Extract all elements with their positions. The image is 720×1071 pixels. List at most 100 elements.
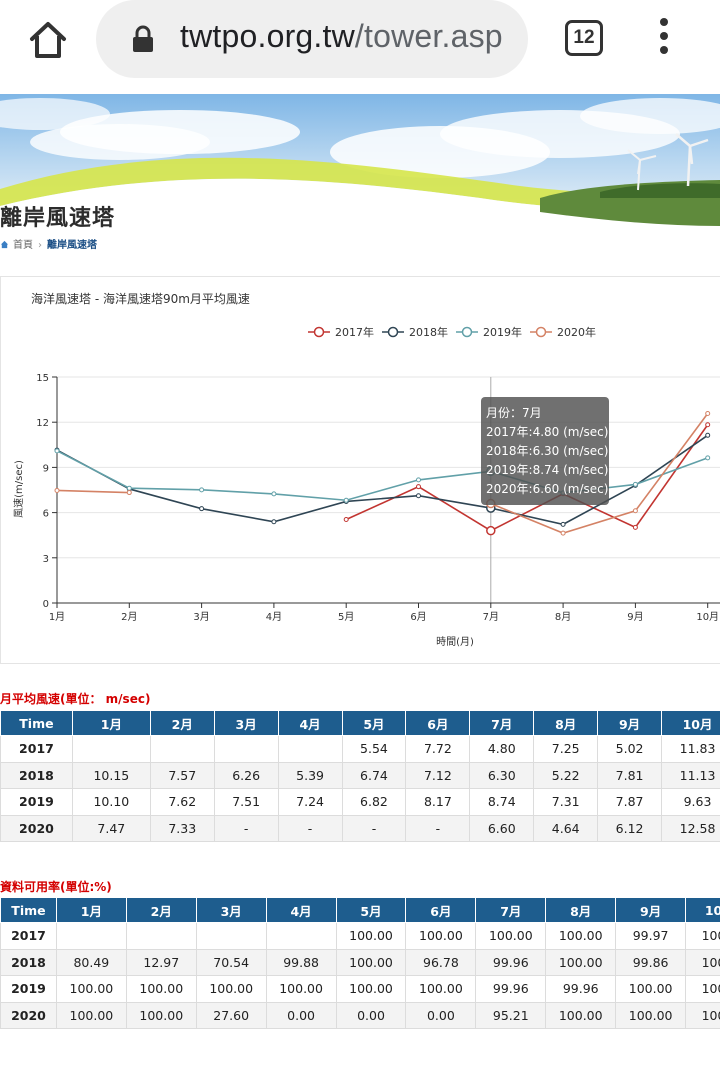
- wind-table-title: 月平均風速(單位： m/sec): [0, 692, 151, 706]
- browser-toolbar: twtpo.org.tw/tower.asp 12: [0, 0, 720, 94]
- availability-table-value-cell: 12.97: [125, 948, 197, 976]
- availability-table-value-cell: 96.78: [405, 948, 477, 976]
- series-line: [490, 412, 709, 534]
- tooltip-header: 月份：7月: [486, 406, 542, 420]
- availability-table-value-cell: [125, 922, 197, 950]
- breadcrumb-home-link[interactable]: 首頁: [13, 240, 33, 251]
- tooltip-line: 2019年:8.74 (m/sec): [486, 463, 608, 477]
- x-tick-label: 10月: [696, 611, 719, 623]
- wind-table-header-cell: 6月: [405, 710, 471, 736]
- availability-table-value-cell: [265, 922, 337, 950]
- availability-table-value-cell: 100.00: [335, 922, 407, 950]
- availability-table-value-cell: 70.54: [195, 948, 267, 976]
- wind-table-value-cell: 7.72: [405, 735, 471, 763]
- legend-marker: [461, 326, 473, 338]
- wind-table-header-cell: 10月: [661, 710, 720, 736]
- x-tick-label: 8月: [555, 611, 571, 623]
- y-axis-label: 風速(m/sec): [13, 460, 25, 518]
- legend-label: 2018年: [409, 325, 448, 339]
- availability-table-header-cell: 8月: [545, 897, 617, 923]
- tooltip-line: 2020年:6.60 (m/sec): [486, 482, 608, 496]
- chart-series[interactable]: [54, 410, 711, 536]
- banner-landscape: [0, 98, 720, 256]
- wind-table-value-cell: 6.60: [469, 814, 535, 842]
- series-line: [56, 434, 709, 526]
- wind-table-value-cell: 7.57: [149, 761, 215, 789]
- availability-table-header-cell: 10: [685, 897, 720, 923]
- tab-switcher-button[interactable]: 12: [565, 20, 603, 56]
- availability-table-value-cell: 100.00: [335, 975, 407, 1003]
- availability-table-value-cell: 100.00: [265, 975, 337, 1003]
- availability-table-value-cell: 100.00: [615, 1001, 687, 1029]
- wind-table-year-cell: 2020: [0, 814, 73, 842]
- chart-axes: 0 3 6 9 12 15 1月 2月 3月 4月 5月 6月 7月 8月 9月 10月: [36, 373, 720, 623]
- availability-table-header-cell: 1月: [55, 897, 127, 923]
- availability-table-value-cell: 100: [685, 948, 720, 976]
- availability-table-value-cell: 100.00: [405, 975, 477, 1003]
- y-tick-label: 6: [43, 509, 49, 520]
- tooltip-box: [481, 397, 609, 505]
- wind-table-value-cell: 9.63: [661, 788, 720, 816]
- wind-table-value-cell: [149, 735, 215, 763]
- availability-table-value-cell: 99.96: [545, 975, 617, 1003]
- data-point: [705, 422, 711, 428]
- availability-table-header-cell: 3月: [195, 897, 267, 923]
- wind-table-value-cell: -: [405, 814, 471, 842]
- wind-table-value-cell: 8.17: [405, 788, 471, 816]
- availability-table-value-cell: 100.00: [615, 975, 687, 1003]
- data-point: [416, 484, 421, 490]
- wind-table-year-cell: 2018: [0, 761, 73, 789]
- page-title: 離岸風速塔: [0, 206, 116, 231]
- x-tick-label: 9月: [627, 611, 643, 623]
- wind-table-header-cell: 4月: [277, 710, 343, 736]
- wind-table-value-cell: 5.22: [533, 761, 599, 789]
- data-point: [632, 481, 638, 487]
- wind-table-value-cell: 7.81: [597, 761, 663, 789]
- availability-table-value-cell: 100: [685, 922, 720, 950]
- data-point: [705, 410, 711, 416]
- series-line: [56, 489, 130, 494]
- series-line: [345, 424, 709, 532]
- availability-table-value-cell: 100: [685, 975, 720, 1003]
- address-bar[interactable]: [96, 0, 528, 78]
- chart-legend[interactable]: 2017年 2018年 2019年 2020年: [308, 325, 596, 339]
- availability-table-value-cell: [195, 922, 267, 950]
- availability-table-value-cell: 100.00: [125, 1001, 197, 1029]
- wind-table-value-cell: 6.30: [469, 761, 535, 789]
- availability-table-row: 2019 100.00 100.00 100.00 100.00 100.00 100.00…: [0, 975, 720, 1003]
- wind-table-header-cell: 1月: [71, 710, 151, 736]
- y-tick-label: 12: [36, 418, 49, 429]
- y-tick-label: 0: [43, 599, 49, 610]
- availability-table-value-cell: 100.00: [545, 1001, 617, 1029]
- wind-table-row: 2018 10.15 7.57 6.26 5.39 6.74 7.12 6.30 5.22 7.8…: [0, 761, 720, 789]
- availability-table-value-cell: 100.00: [195, 975, 267, 1003]
- availability-table-value-cell: 99.96: [475, 948, 547, 976]
- wind-table-value-cell: 7.25: [533, 735, 599, 763]
- wind-table-value-cell: 10.15: [71, 761, 151, 789]
- data-point: [416, 493, 421, 499]
- tab-count: 12: [573, 27, 595, 48]
- wind-table-value-cell: 11.83: [661, 735, 720, 763]
- url-text[interactable]: twtpo.org.tw/tower.asp: [180, 18, 512, 55]
- data-point: [560, 521, 566, 527]
- breadcrumb-home-icon[interactable]: [0, 240, 9, 249]
- availability-table-value-cell: 100.00: [125, 975, 197, 1003]
- availability-table-header-cell: Time: [0, 897, 57, 923]
- more-menu-icon[interactable]: [654, 18, 674, 60]
- availability-table-year-cell: 2019: [0, 975, 57, 1003]
- wind-table-year-cell: 2017: [0, 735, 73, 763]
- availability-table-value-cell: 99.86: [615, 948, 687, 976]
- availability-table-year-cell: 2020: [0, 1001, 57, 1029]
- wind-table-value-cell: 6.82: [341, 788, 407, 816]
- data-point: [632, 524, 638, 530]
- home-icon[interactable]: [26, 18, 70, 62]
- wind-table-header-cell: 3月: [213, 710, 279, 736]
- breadcrumb: 首頁 › 離岸風速塔: [0, 236, 97, 251]
- data-point: [199, 487, 205, 493]
- legend-label: 2020年: [557, 325, 596, 339]
- availability-table-value-cell: 99.88: [265, 948, 337, 976]
- availability-table-value-cell: 100.00: [405, 922, 477, 950]
- wind-speed-table: Time 1月 2月 3月 4月 5月 6月 7月 8月 9月 10月 2017 5.54 7.72 4.…: [0, 710, 720, 842]
- wind-table-value-cell: 5.54: [341, 735, 407, 763]
